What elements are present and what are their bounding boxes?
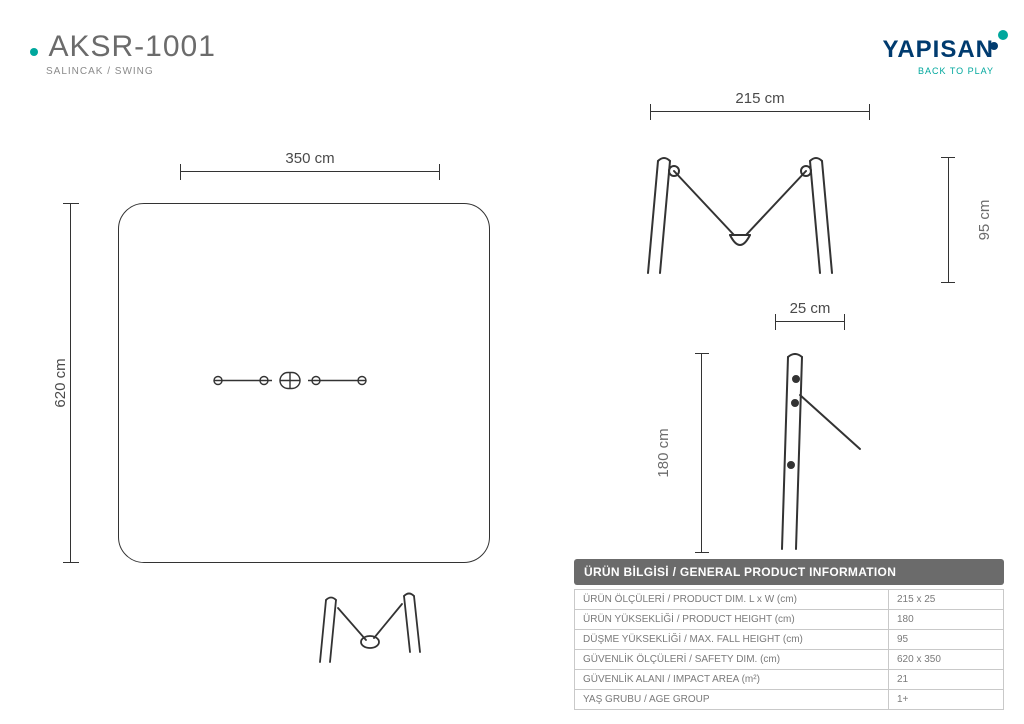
table-row: YAŞ GRUBU / AGE GROUP1+ bbox=[575, 690, 1004, 710]
page-header: AKSR-1001 SALINCAK / SWING bbox=[30, 30, 216, 77]
info-value: 1+ bbox=[889, 690, 1004, 710]
front-height-label: 95 cm bbox=[976, 200, 993, 241]
info-header: ÜRÜN BİLGİSİ / GENERAL PRODUCT INFORMATI… bbox=[574, 559, 1004, 585]
logo-text: YAPISAN bbox=[883, 36, 994, 64]
side-height-label: 180 cm bbox=[655, 428, 672, 477]
table-row: GÜVENLİK ÖLÇÜLERİ / SAFETY DIM. (cm)620 … bbox=[575, 650, 1004, 670]
logo-dot-icon bbox=[998, 30, 1008, 40]
plan-view: 350 cm 620 cm bbox=[90, 150, 490, 563]
info-value: 180 bbox=[889, 610, 1004, 630]
swing-front-icon bbox=[630, 143, 850, 283]
dimension-bar-icon bbox=[70, 203, 84, 563]
table-row: ÜRÜN YÜKSEKLİĞİ / PRODUCT HEIGHT (cm)180 bbox=[575, 610, 1004, 630]
table-row: DÜŞME YÜKSEKLİĞİ / MAX. FALL HEIGHT (cm)… bbox=[575, 630, 1004, 650]
swing-perspective-icon bbox=[310, 590, 430, 675]
info-label: DÜŞME YÜKSEKLİĞİ / MAX. FALL HEIGHT (cm) bbox=[575, 630, 889, 650]
product-code: AKSR-1001 bbox=[48, 30, 215, 64]
info-value: 620 x 350 bbox=[889, 650, 1004, 670]
brand-logo: YAPISAN BACK TO PLAY bbox=[883, 36, 994, 76]
swing-top-icon bbox=[210, 369, 370, 398]
plan-height-label: 620 cm bbox=[52, 358, 69, 407]
swing-side-icon bbox=[748, 353, 868, 553]
info-label: GÜVENLİK ALANI / IMPACT AREA (m²) bbox=[575, 670, 889, 690]
logo-dot-icon bbox=[990, 42, 998, 50]
product-subtitle: SALINCAK / SWING bbox=[46, 66, 216, 77]
plan-width-label: 350 cm bbox=[180, 150, 440, 167]
info-label: GÜVENLİK ÖLÇÜLERİ / SAFETY DIM. (cm) bbox=[575, 650, 889, 670]
dimension-bar-icon bbox=[180, 171, 440, 189]
accent-bullet-icon bbox=[30, 48, 38, 56]
info-label: YAŞ GRUBU / AGE GROUP bbox=[575, 690, 889, 710]
product-info-panel: ÜRÜN BİLGİSİ / GENERAL PRODUCT INFORMATI… bbox=[574, 559, 1004, 710]
dimension-bar-icon bbox=[650, 111, 870, 129]
front-view: 215 cm bbox=[630, 90, 890, 283]
info-label: ÜRÜN YÜKSEKLİĞİ / PRODUCT HEIGHT (cm) bbox=[575, 610, 889, 630]
side-view: 25 cm 180 cm bbox=[730, 300, 890, 553]
logo-tagline: BACK TO PLAY bbox=[883, 66, 994, 76]
logo-name: YAPISAN bbox=[883, 36, 994, 63]
front-width-label: 215 cm bbox=[650, 90, 870, 107]
table-row: GÜVENLİK ALANI / IMPACT AREA (m²)21 bbox=[575, 670, 1004, 690]
info-value: 215 x 25 bbox=[889, 590, 1004, 610]
info-label: ÜRÜN ÖLÇÜLERİ / PRODUCT DIM. L x W (cm) bbox=[575, 590, 889, 610]
dimension-bar-icon bbox=[775, 321, 845, 339]
info-value: 95 bbox=[889, 630, 1004, 650]
table-row: ÜRÜN ÖLÇÜLERİ / PRODUCT DIM. L x W (cm)2… bbox=[575, 590, 1004, 610]
info-value: 21 bbox=[889, 670, 1004, 690]
side-width-label: 25 cm bbox=[775, 300, 845, 317]
info-table: ÜRÜN ÖLÇÜLERİ / PRODUCT DIM. L x W (cm)2… bbox=[574, 589, 1004, 710]
